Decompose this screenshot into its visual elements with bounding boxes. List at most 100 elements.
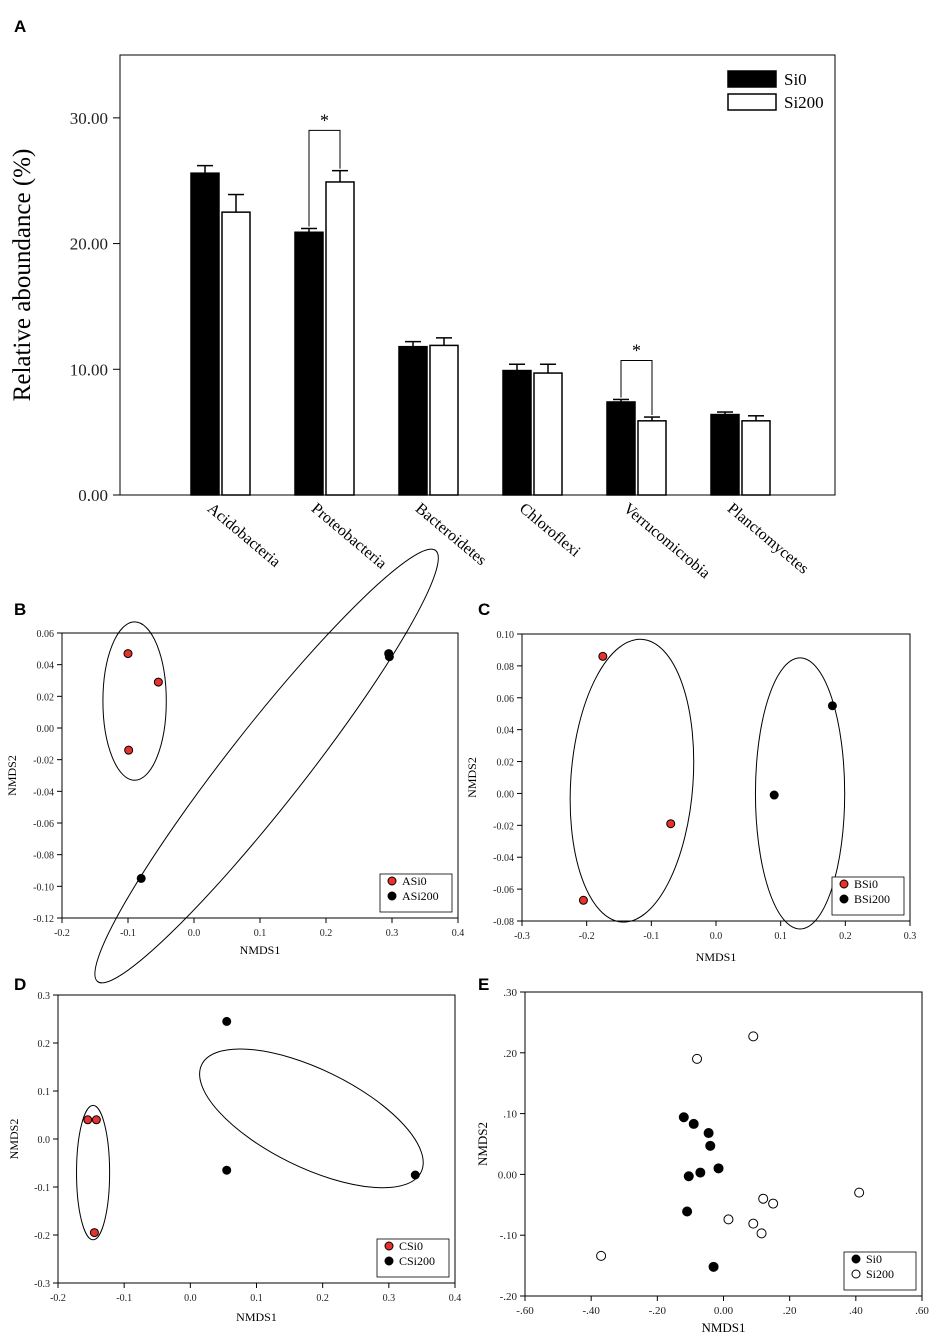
y-tick-label: 0.06 xyxy=(497,694,515,705)
y-tick-label: 0.02 xyxy=(497,758,515,769)
y-tick-label: 0.00 xyxy=(78,486,108,505)
x-tick-label: 0.1 xyxy=(254,928,267,939)
y-tick-label: -0.06 xyxy=(33,819,54,830)
point-CSi200-3 xyxy=(410,1170,420,1180)
point-Si200-5 xyxy=(756,1228,767,1239)
group-ellipse-ASi200 xyxy=(94,548,439,984)
bar-Si200-Chloroflexi xyxy=(533,372,563,496)
legend-A: Si0 Si200 xyxy=(727,70,824,112)
y-tick-label: -0.2 xyxy=(34,1231,50,1242)
point-ASi0-1 xyxy=(123,649,133,659)
x-axis-label: NMDS1 xyxy=(701,1320,745,1335)
x-tick-label-planctomycetes: Planctomycetes xyxy=(724,500,812,578)
x-tick-label: -.40 xyxy=(582,1305,600,1317)
y-tick-label: 0.06 xyxy=(37,629,55,640)
legend-label-Si200: Si200 xyxy=(784,93,824,112)
x-tick-label: 0.00 xyxy=(714,1305,734,1317)
y-axis-label: NMDS2 xyxy=(465,757,479,798)
legend-label-BSi200: BSi200 xyxy=(854,892,890,906)
x-tick-label: .40 xyxy=(849,1305,863,1317)
y-tick-label: 0.3 xyxy=(38,991,51,1002)
point-BSi0-3 xyxy=(578,895,588,905)
x-tick-label: -0.2 xyxy=(54,928,70,939)
point-ASi0-3 xyxy=(124,745,134,755)
x-tick-label: 0.3 xyxy=(904,931,917,942)
point-Si200-1 xyxy=(692,1053,703,1064)
x-tick-label: 0.2 xyxy=(839,931,852,942)
legend-marker-ASi200 xyxy=(387,891,397,901)
y-tick-label: -0.04 xyxy=(493,853,514,864)
x-tick-label: 0.2 xyxy=(320,928,333,939)
y-tick-label: -0.3 xyxy=(34,1279,50,1290)
point-Si200-4 xyxy=(748,1218,759,1229)
x-tick-label: -0.3 xyxy=(514,931,530,942)
x-tick-label: 0.4 xyxy=(452,928,465,939)
y-tick-label: 20.00 xyxy=(70,235,108,254)
legend-label-CSi0: CSi0 xyxy=(399,1239,423,1253)
y-tick-label: -0.1 xyxy=(34,1183,50,1194)
x-tick-label: .20 xyxy=(783,1305,797,1317)
y-tick-label: .10 xyxy=(503,1109,517,1121)
legend-marker-ASi0 xyxy=(387,876,397,886)
y-axis-label: NMDS2 xyxy=(7,1119,21,1160)
significance-star: * xyxy=(320,110,329,130)
legend-swatch-Si200 xyxy=(727,93,777,111)
point-CSi0-2 xyxy=(91,1115,101,1125)
legend-marker-CSi200 xyxy=(384,1256,394,1266)
x-tick-label: 0.3 xyxy=(386,928,399,939)
bar-Si200-Acidobacteria xyxy=(221,211,251,496)
bar-chart-A: 0.00 10.00 20.00 30.00 Relative aboundance (… xyxy=(9,54,836,582)
legend-label-Si0: Si0 xyxy=(784,70,807,89)
point-Si200-3 xyxy=(723,1214,734,1225)
legend-label-Si200: Si200 xyxy=(866,1267,894,1281)
y-tick-label: 10.00 xyxy=(70,360,108,379)
bar-Si200-Planctomycetes xyxy=(741,420,771,496)
point-ASi200-3 xyxy=(136,873,146,883)
legend-marker-BSi0 xyxy=(839,879,849,889)
legend-marker-CSi0 xyxy=(384,1241,394,1251)
x-tick-label-bacteroidetes: Bacteroidetes xyxy=(412,500,490,569)
y-axis-label: NMDS2 xyxy=(5,755,19,796)
scatter-chart-C: -0.3 -0.2 -0.1 0.0 0.1 0.2 0.3 -0.08 -0.06 -0.04 -… xyxy=(465,630,916,964)
x-tick-label: -.20 xyxy=(649,1305,667,1317)
point-ASi200-2 xyxy=(384,652,394,662)
point-Si0-1 xyxy=(678,1112,689,1123)
point-BSi0-2 xyxy=(666,819,676,829)
x-tick-label-acidobacteria: Acidobacteria xyxy=(204,500,284,571)
point-BSi200-1 xyxy=(827,701,837,711)
y-axis-label: Relative aboundance (%) xyxy=(9,149,36,402)
bar-Si0-Proteobacteria xyxy=(294,231,324,496)
point-Si0-6 xyxy=(695,1167,706,1178)
point-CSi200-2 xyxy=(222,1165,232,1175)
bar-Si0-Chloroflexi xyxy=(502,369,532,496)
bar-Si0-Acidobacteria xyxy=(190,172,220,496)
y-tick-label: -0.04 xyxy=(33,787,54,798)
x-axis-label: NMDS1 xyxy=(696,950,737,964)
legend-label-Si0: Si0 xyxy=(866,1252,882,1266)
panel-label-D: D xyxy=(14,975,26,994)
point-Si200-9 xyxy=(596,1250,607,1261)
x-tick-label: 0.0 xyxy=(184,1293,197,1304)
bar-Si0-Planctomycetes xyxy=(710,413,740,496)
x-tick-label: -0.2 xyxy=(50,1293,66,1304)
bar-Si0-Verrucomicrobia xyxy=(606,401,636,496)
y-tick-label: -.10 xyxy=(500,1230,518,1242)
legend-marker-Si0 xyxy=(851,1254,861,1264)
scatter-chart-E: -.60 -.40 -.20 0.00 .20 .40 .60 -.20 -.10 0.00 .10… xyxy=(475,987,929,1335)
x-tick-label: 0.4 xyxy=(449,1293,462,1304)
plot-frame xyxy=(524,991,923,1297)
point-BSi200-2 xyxy=(769,790,779,800)
x-tick-label: .60 xyxy=(915,1305,929,1317)
point-CSi200-1 xyxy=(222,1016,232,1026)
y-tick-label: .20 xyxy=(503,1048,517,1060)
point-Si0-5 xyxy=(683,1171,694,1182)
point-CSi0-1 xyxy=(83,1115,93,1125)
y-tick-label: -0.02 xyxy=(33,756,54,767)
point-Si0-9 xyxy=(708,1261,719,1272)
panel-label-E: E xyxy=(478,975,489,994)
point-Si200-6 xyxy=(758,1193,769,1204)
